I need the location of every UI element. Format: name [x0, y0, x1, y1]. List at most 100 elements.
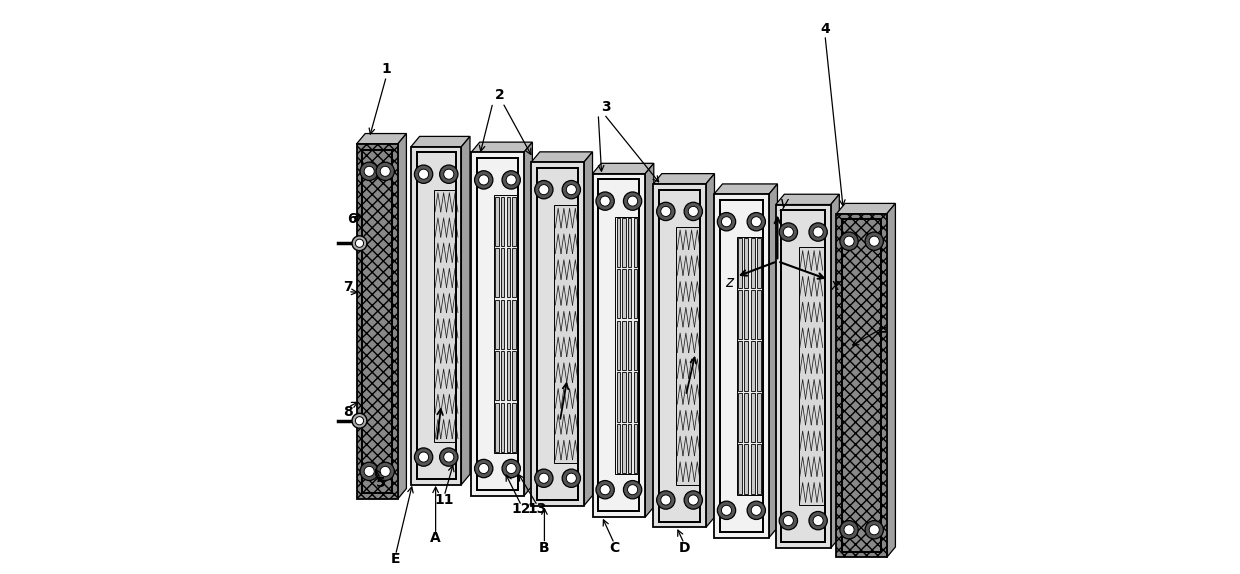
Circle shape [808, 223, 827, 241]
Circle shape [506, 175, 516, 185]
Polygon shape [531, 162, 584, 506]
Bar [750, 444, 755, 494]
Bar [744, 444, 748, 494]
Bar [634, 269, 637, 319]
Bar [616, 321, 620, 370]
Circle shape [534, 180, 553, 199]
Circle shape [813, 515, 823, 526]
Circle shape [748, 212, 765, 231]
Circle shape [360, 162, 378, 180]
Text: 8: 8 [343, 405, 353, 419]
Circle shape [414, 448, 433, 466]
Bar [756, 444, 761, 494]
Bar [756, 393, 761, 442]
Bar [616, 218, 620, 267]
Polygon shape [676, 227, 699, 484]
Circle shape [748, 501, 765, 519]
Circle shape [419, 169, 429, 179]
Polygon shape [410, 147, 461, 484]
Circle shape [688, 207, 698, 216]
Text: 11: 11 [434, 493, 454, 507]
Bar [750, 238, 755, 288]
Bar [756, 342, 761, 391]
Circle shape [866, 521, 883, 539]
Circle shape [562, 469, 580, 487]
Circle shape [751, 505, 761, 515]
Polygon shape [737, 237, 763, 495]
Bar [512, 300, 516, 349]
Bar [750, 342, 755, 391]
Circle shape [444, 452, 454, 462]
Bar [622, 424, 626, 473]
Bar [744, 342, 748, 391]
Text: 13: 13 [528, 502, 547, 516]
Circle shape [567, 185, 577, 195]
Circle shape [657, 491, 675, 509]
Text: x: x [831, 278, 839, 293]
Circle shape [596, 192, 614, 210]
Polygon shape [494, 195, 517, 453]
Circle shape [784, 227, 794, 237]
Circle shape [688, 495, 698, 505]
Circle shape [869, 525, 879, 535]
Text: 5: 5 [376, 476, 386, 490]
Bar [512, 351, 516, 401]
Polygon shape [593, 173, 645, 517]
Polygon shape [554, 205, 577, 463]
Bar [495, 351, 498, 401]
Circle shape [866, 232, 883, 250]
Polygon shape [776, 204, 831, 548]
Circle shape [839, 232, 858, 250]
Circle shape [684, 202, 702, 220]
Bar [507, 351, 510, 401]
Bar [501, 351, 505, 401]
Polygon shape [799, 247, 823, 505]
Circle shape [684, 491, 702, 509]
Circle shape [869, 236, 879, 246]
Text: y: y [780, 196, 789, 211]
Bar [512, 196, 516, 246]
Text: 12: 12 [512, 502, 531, 516]
Bar [744, 238, 748, 288]
Polygon shape [471, 153, 523, 496]
Polygon shape [523, 142, 532, 496]
Bar [634, 218, 637, 267]
Bar [738, 393, 742, 442]
Circle shape [506, 463, 516, 474]
Bar [512, 248, 516, 297]
Polygon shape [887, 203, 895, 557]
Circle shape [352, 413, 367, 428]
Circle shape [751, 216, 761, 227]
Bar [507, 196, 510, 246]
Circle shape [440, 165, 458, 183]
Circle shape [475, 170, 492, 189]
Bar [744, 290, 748, 339]
Polygon shape [398, 134, 407, 499]
Bar [744, 393, 748, 442]
Circle shape [539, 185, 549, 195]
Circle shape [419, 452, 429, 462]
Bar [627, 269, 631, 319]
Circle shape [502, 170, 521, 189]
Bar [616, 373, 620, 421]
Circle shape [624, 192, 642, 210]
Bar [738, 444, 742, 494]
Circle shape [808, 511, 827, 530]
Circle shape [479, 463, 489, 474]
Bar [750, 393, 755, 442]
Circle shape [661, 207, 671, 216]
Circle shape [360, 462, 378, 480]
Text: 3: 3 [601, 100, 611, 114]
Bar [634, 321, 637, 370]
Bar [507, 403, 510, 452]
Polygon shape [645, 164, 653, 517]
Bar [501, 300, 505, 349]
Circle shape [376, 162, 394, 180]
Bar [512, 403, 516, 452]
Circle shape [479, 175, 489, 185]
Circle shape [365, 466, 374, 476]
Bar [622, 373, 626, 421]
Bar [495, 196, 498, 246]
Polygon shape [714, 194, 769, 538]
Circle shape [718, 501, 735, 519]
